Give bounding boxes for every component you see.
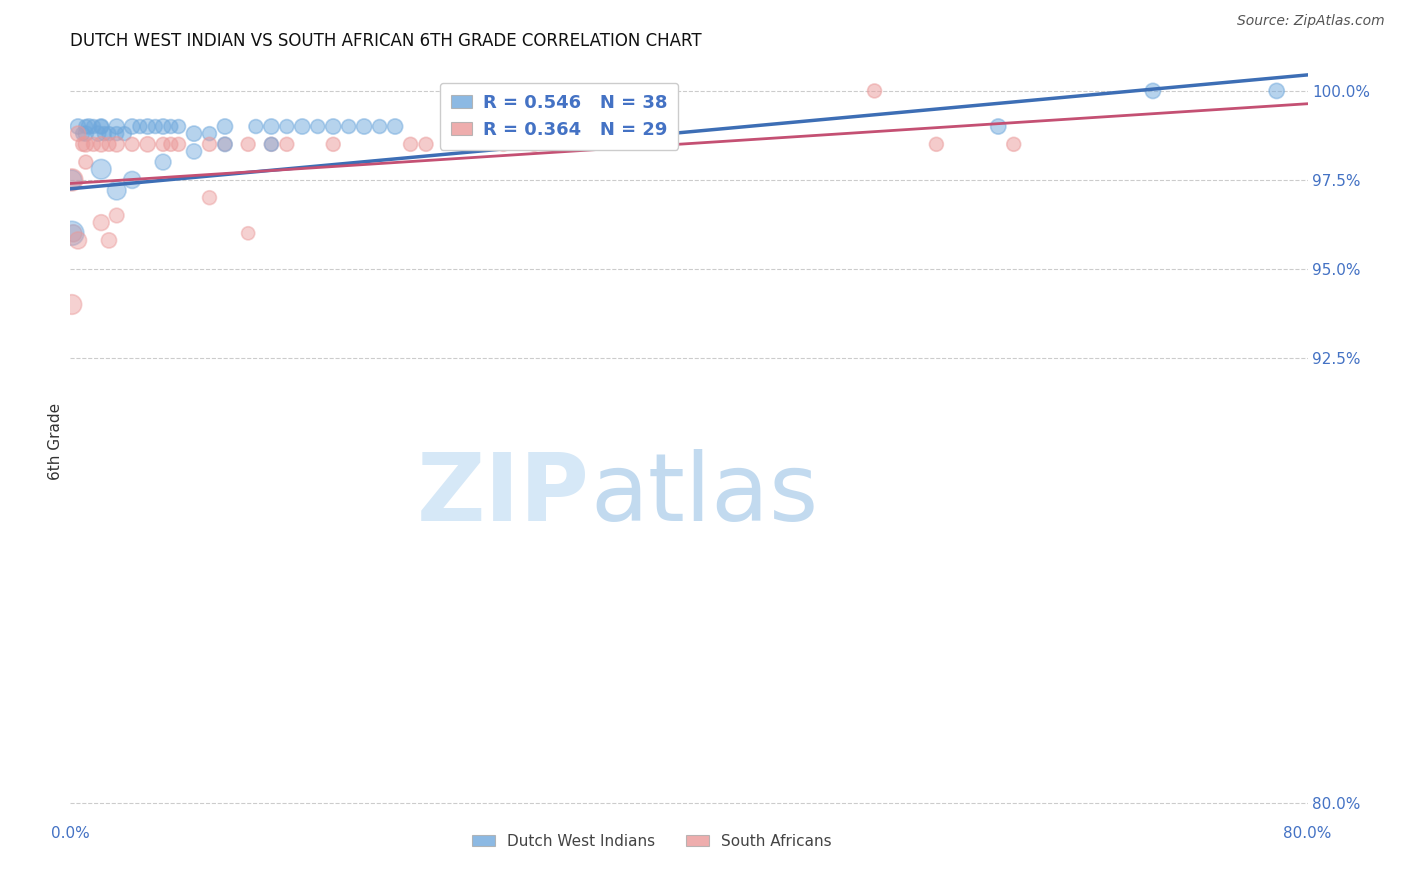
Point [136, 137, 159, 152]
Point [198, 137, 221, 152]
Point [214, 137, 236, 152]
Point [62, 227, 84, 241]
Y-axis label: 6th Grade: 6th Grade [48, 403, 63, 480]
Point [276, 120, 298, 134]
Text: atlas: atlas [591, 449, 818, 541]
Point [145, 120, 166, 134]
Point [72, 137, 94, 152]
Point [129, 120, 152, 134]
Point [160, 120, 183, 134]
Point [322, 120, 344, 134]
Point [198, 127, 221, 141]
Point [245, 120, 267, 134]
Point [82, 120, 105, 134]
Point [152, 120, 174, 134]
Point [1265, 84, 1288, 98]
Point [93, 127, 115, 141]
Point [307, 120, 329, 134]
Point [77, 120, 100, 134]
Point [60, 297, 83, 311]
Point [260, 137, 283, 152]
Point [72, 127, 94, 141]
Point [60, 173, 83, 187]
Point [523, 137, 546, 152]
Point [105, 137, 128, 152]
Point [214, 137, 236, 152]
Point [75, 120, 97, 134]
Point [67, 127, 90, 141]
Point [152, 155, 174, 169]
Legend: Dutch West Indians, South Africans: Dutch West Indians, South Africans [465, 828, 838, 855]
Point [1002, 137, 1025, 152]
Point [1142, 84, 1164, 98]
Point [291, 120, 314, 134]
Point [105, 209, 128, 223]
Point [82, 137, 105, 152]
Point [160, 137, 183, 152]
Point [105, 127, 128, 141]
Text: Source: ZipAtlas.com: Source: ZipAtlas.com [1237, 14, 1385, 28]
Point [121, 137, 143, 152]
Point [60, 227, 83, 241]
Point [98, 137, 120, 152]
Point [114, 127, 135, 141]
Point [214, 120, 236, 134]
Point [368, 120, 391, 134]
Point [238, 227, 260, 241]
Point [121, 173, 143, 187]
Point [183, 127, 205, 141]
Point [60, 173, 83, 187]
Point [90, 120, 112, 134]
Point [353, 120, 375, 134]
Point [461, 137, 484, 152]
Point [238, 137, 260, 152]
Point [183, 145, 205, 159]
Point [415, 137, 437, 152]
Point [863, 84, 886, 98]
Point [987, 120, 1010, 134]
Point [399, 137, 422, 152]
Point [198, 191, 221, 205]
Point [90, 137, 112, 152]
Point [87, 127, 110, 141]
Text: DUTCH WEST INDIAN VS SOUTH AFRICAN 6TH GRADE CORRELATION CHART: DUTCH WEST INDIAN VS SOUTH AFRICAN 6TH G… [70, 32, 702, 50]
Point [98, 127, 120, 141]
Point [90, 120, 112, 134]
Point [492, 137, 515, 152]
Point [322, 137, 344, 152]
Point [276, 137, 298, 152]
Point [75, 155, 97, 169]
Point [152, 137, 174, 152]
Point [90, 216, 112, 230]
Point [260, 120, 283, 134]
Point [98, 234, 120, 248]
Point [167, 137, 190, 152]
Point [260, 137, 283, 152]
Point [90, 162, 112, 177]
Point [75, 127, 97, 141]
Point [384, 120, 406, 134]
Point [167, 120, 190, 134]
Point [105, 120, 128, 134]
Point [925, 137, 948, 152]
Point [67, 234, 90, 248]
Point [105, 184, 128, 198]
Point [136, 120, 159, 134]
Point [121, 120, 143, 134]
Point [67, 120, 90, 134]
Point [337, 120, 360, 134]
Text: ZIP: ZIP [418, 449, 591, 541]
Point [75, 137, 97, 152]
